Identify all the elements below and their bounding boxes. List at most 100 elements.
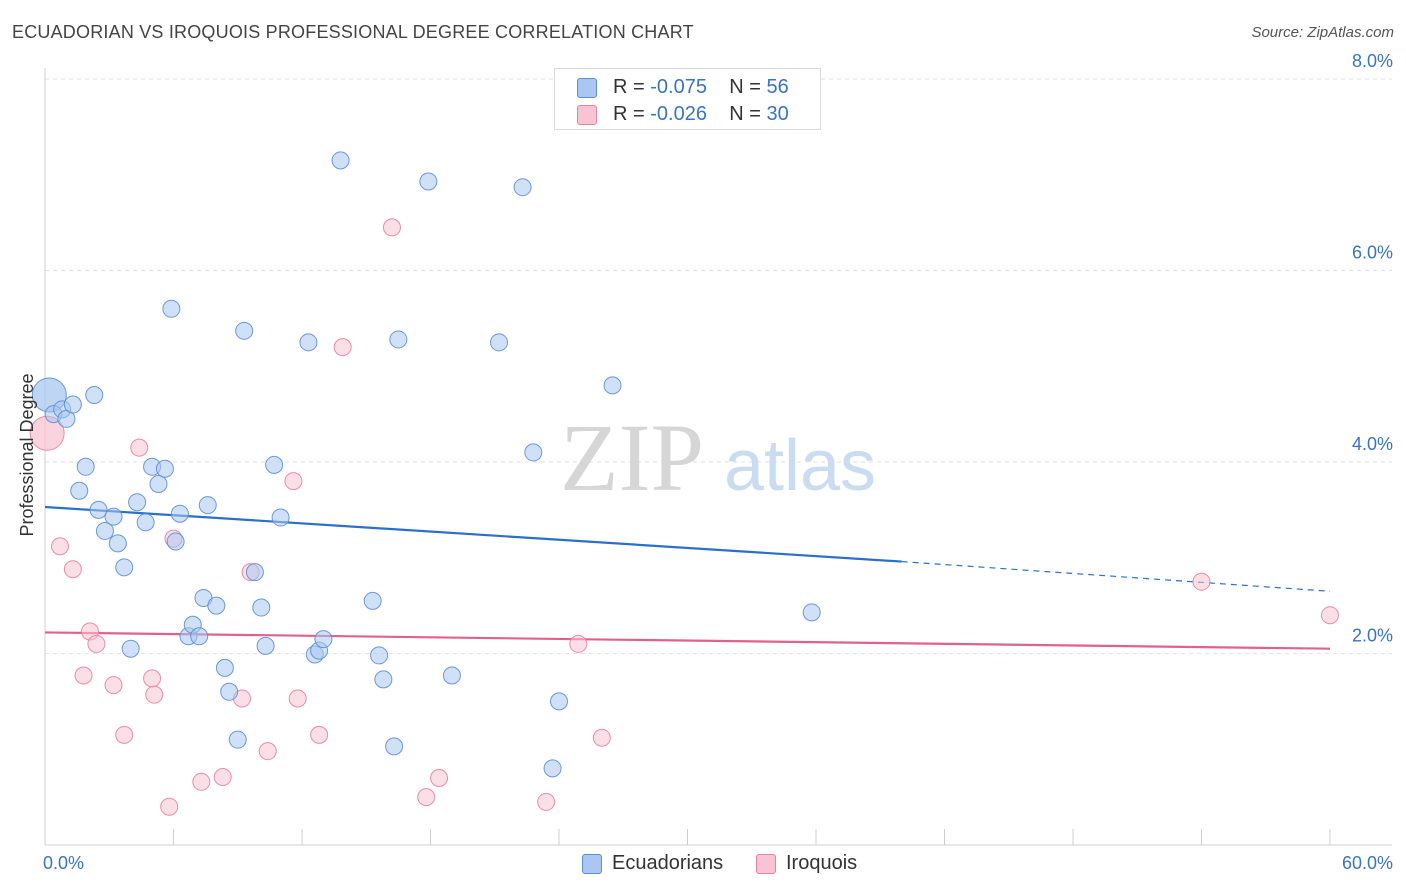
axes bbox=[44, 68, 1392, 846]
data-point bbox=[370, 646, 389, 665]
data-point bbox=[256, 636, 275, 655]
data-point bbox=[149, 475, 168, 494]
data-point bbox=[228, 730, 247, 749]
data-point bbox=[235, 321, 254, 340]
data-point bbox=[513, 178, 532, 197]
r-value: -0.075 bbox=[650, 76, 707, 98]
data-point bbox=[121, 639, 140, 658]
data-point bbox=[490, 333, 509, 352]
data-point bbox=[389, 330, 408, 349]
n-value: 56 bbox=[766, 76, 789, 98]
data-point bbox=[63, 395, 82, 414]
data-point bbox=[310, 725, 329, 744]
data-point bbox=[170, 504, 189, 523]
data-point bbox=[430, 768, 449, 787]
trend-line-extension-0 bbox=[901, 560, 1331, 592]
data-point bbox=[89, 500, 108, 519]
data-point bbox=[284, 472, 303, 491]
data-point bbox=[108, 534, 127, 553]
n-label: N = bbox=[729, 76, 767, 98]
data-point bbox=[802, 603, 821, 622]
stats-legend: R = -0.075 N = 56 R = -0.026 N = 30 bbox=[554, 68, 821, 130]
watermark-zip: ZIP bbox=[560, 404, 704, 511]
data-point bbox=[70, 481, 89, 500]
r-label: R = bbox=[613, 76, 651, 98]
tick-labels: 2.0% 4.0% 6.0% 8.0% 0.0% 60.0% bbox=[43, 51, 1393, 873]
data-point bbox=[87, 634, 106, 653]
data-point bbox=[130, 438, 149, 457]
series-legend: Ecuadorians Iroquois bbox=[0, 850, 1406, 878]
swatch-ecuadorians bbox=[577, 78, 597, 98]
data-point bbox=[603, 376, 622, 395]
x-tick-label: 60.0% bbox=[1342, 853, 1393, 873]
trend-lines bbox=[44, 505, 1331, 650]
data-point bbox=[1192, 572, 1211, 591]
legend-label: Ecuadorians bbox=[612, 852, 724, 874]
y-tick-label: 6.0% bbox=[1352, 243, 1393, 263]
data-point bbox=[207, 596, 226, 615]
data-point bbox=[374, 670, 393, 689]
swatch-iroquois bbox=[756, 854, 776, 874]
data-point bbox=[245, 563, 264, 582]
data-points bbox=[29, 151, 1339, 816]
data-point bbox=[215, 658, 234, 677]
data-point bbox=[115, 725, 134, 744]
data-point bbox=[385, 737, 404, 756]
data-point bbox=[74, 666, 93, 685]
data-point bbox=[143, 669, 162, 688]
data-point bbox=[190, 627, 209, 646]
source-label: Source: ZipAtlas.com bbox=[1251, 24, 1394, 41]
data-point bbox=[76, 457, 95, 476]
data-point bbox=[213, 768, 232, 787]
data-point bbox=[333, 338, 352, 357]
data-point bbox=[258, 742, 277, 761]
watermark-atlas: atlas bbox=[724, 426, 876, 506]
data-point bbox=[220, 682, 239, 701]
data-point bbox=[314, 630, 333, 649]
data-point bbox=[419, 172, 438, 191]
data-point bbox=[299, 333, 318, 352]
n-label: N = bbox=[729, 103, 767, 125]
data-point bbox=[145, 685, 164, 704]
trend-line-1 bbox=[44, 631, 1331, 650]
data-point bbox=[543, 759, 562, 778]
data-point bbox=[524, 443, 543, 462]
data-point bbox=[363, 591, 382, 610]
data-point bbox=[252, 598, 271, 617]
data-point bbox=[288, 689, 307, 708]
y-tick-label: 2.0% bbox=[1352, 626, 1393, 646]
y-axis-label: Professional Degree bbox=[17, 373, 37, 536]
data-point bbox=[160, 797, 179, 816]
data-point bbox=[63, 560, 82, 579]
data-point bbox=[331, 151, 350, 170]
watermark: ZIP atlas bbox=[560, 404, 876, 511]
swatch-iroquois bbox=[577, 105, 597, 125]
n-value: 30 bbox=[766, 103, 789, 125]
data-point bbox=[417, 788, 436, 807]
x-tick-label: 0.0% bbox=[43, 853, 84, 873]
data-point bbox=[166, 532, 185, 551]
data-point bbox=[128, 493, 147, 512]
legend-label: Iroquois bbox=[786, 852, 858, 874]
data-point bbox=[198, 496, 217, 515]
data-point bbox=[50, 537, 69, 556]
chart-title: ECUADORIAN VS IROQUOIS PROFESSIONAL DEGR… bbox=[12, 22, 694, 42]
data-point bbox=[162, 299, 181, 318]
y-tick-label: 8.0% bbox=[1352, 51, 1393, 71]
data-point bbox=[115, 558, 134, 577]
data-point bbox=[265, 455, 284, 474]
data-point bbox=[382, 218, 401, 237]
data-point bbox=[136, 513, 155, 532]
data-point bbox=[104, 676, 123, 695]
data-point bbox=[192, 772, 211, 791]
data-point bbox=[592, 728, 611, 747]
data-point bbox=[537, 792, 556, 811]
data-point bbox=[442, 666, 461, 685]
data-point bbox=[271, 508, 290, 527]
data-point bbox=[155, 459, 174, 478]
r-label: R = bbox=[613, 103, 651, 125]
data-point bbox=[1321, 606, 1339, 625]
data-point bbox=[569, 634, 588, 653]
data-point bbox=[85, 385, 104, 404]
